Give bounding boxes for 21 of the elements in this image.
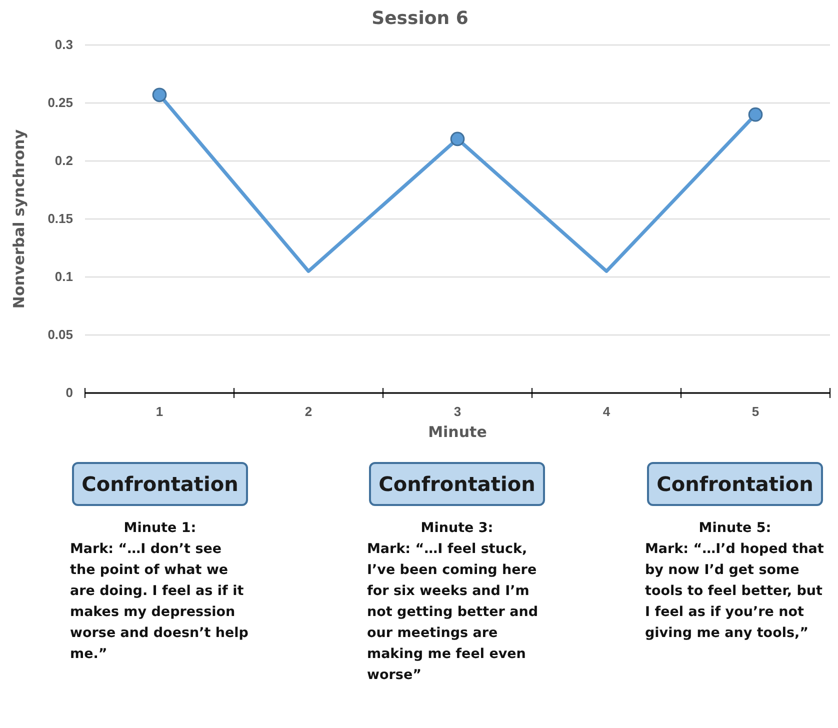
x-tick-label: 3 (454, 404, 462, 420)
y-tick-label: 0.1 (54, 269, 73, 284)
text: Minute 1: Mark: “…I don’t see the point of what we are doing. I feel as if it makes my depression worse and doesn’t help me.” (70, 519, 250, 664)
y-tick-label: 0.3 (54, 37, 73, 52)
x-tick-label: 2 (304, 404, 312, 420)
text: Confrontation (647, 462, 823, 506)
text: Minute 3: Mark: “…I feel stuck, I’ve been coming here for six weeks and I’m not getting better and our meetings are making me feel even worse” (367, 519, 539, 685)
text: Confrontation (369, 462, 545, 506)
y-tick-label: 0.25 (48, 95, 73, 110)
y-tick-label: 0 (66, 385, 73, 400)
x-tick-label: 1 (156, 404, 164, 420)
text: Confrontation (72, 462, 248, 506)
y-tick-label: 0.05 (48, 327, 73, 342)
chart-title: Session 6 (372, 8, 468, 29)
y-tick-label: 0.15 (48, 211, 73, 226)
x-tick-label: 4 (602, 404, 611, 420)
y-axis-title: Nonverbal synchrony (10, 129, 28, 309)
text: Minute 5: Mark: “…I’d hoped that by now I’d get some tools to feel better, but I feel as if you’re not giving me any tools,” (645, 519, 825, 643)
x-tick-label: 5 (752, 404, 760, 420)
x-axis-title: Minute (428, 423, 487, 441)
y-tick-label: 0.2 (54, 153, 73, 168)
